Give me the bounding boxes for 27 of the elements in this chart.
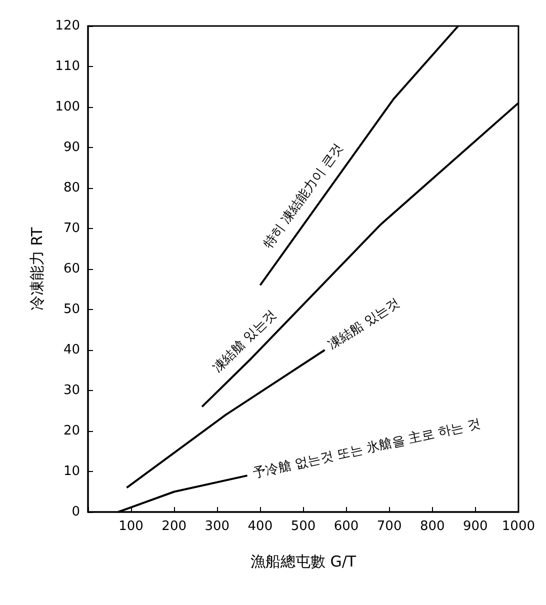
x-tick-label: 900 bbox=[463, 519, 488, 534]
y-tick-label: 100 bbox=[55, 100, 80, 114]
y-tick-label: 110 bbox=[55, 59, 80, 74]
y-tick-label: 60 bbox=[63, 262, 80, 276]
y-tick-label: 50 bbox=[63, 302, 80, 317]
x-tick-label: 700 bbox=[376, 519, 402, 534]
x-tick-label: 800 bbox=[420, 519, 445, 534]
y-tick-label: 10 bbox=[63, 464, 80, 479]
annotation: 特히 凍結能力이 큰것 bbox=[261, 140, 346, 252]
y-tick-label: 40 bbox=[63, 342, 80, 358]
annotation: 予冷艙 없는것 또는 氷艙을 主로 하는 것 bbox=[251, 416, 482, 482]
x-tick-label: 100 bbox=[118, 519, 144, 534]
x-tick-label: 600 bbox=[334, 519, 359, 534]
y-tick-label: 0 bbox=[72, 504, 80, 520]
x-tick-label: 400 bbox=[248, 519, 273, 534]
y-axis-title: 冷凍能力 RT bbox=[28, 226, 46, 311]
x-tick-label: 300 bbox=[204, 519, 230, 534]
x-tick-label: 500 bbox=[290, 519, 316, 534]
y-tick-label: 80 bbox=[63, 180, 80, 196]
x-axis-title: 漁船總屯數 G/T bbox=[250, 552, 357, 570]
y-tick-label: 120 bbox=[55, 18, 80, 34]
x-tick-label: 200 bbox=[162, 519, 187, 534]
y-tick-label: 90 bbox=[63, 140, 80, 155]
x-tick-label: 1000 bbox=[502, 519, 536, 534]
y-tick-label: 70 bbox=[63, 221, 80, 236]
y-tick-label: 30 bbox=[63, 383, 80, 398]
y-tick-label: 20 bbox=[63, 424, 80, 438]
